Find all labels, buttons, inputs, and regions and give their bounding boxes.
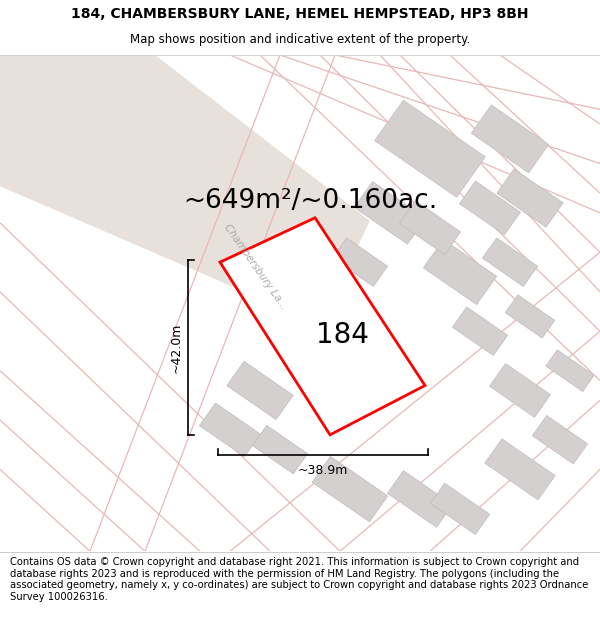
Polygon shape (485, 439, 555, 500)
Polygon shape (220, 217, 425, 435)
Polygon shape (490, 364, 551, 418)
Polygon shape (227, 361, 293, 419)
Text: 184: 184 (316, 321, 369, 349)
Polygon shape (375, 100, 485, 198)
Polygon shape (400, 201, 461, 254)
Polygon shape (312, 456, 388, 522)
Polygon shape (532, 416, 587, 464)
Polygon shape (482, 238, 538, 286)
Polygon shape (471, 105, 549, 172)
Text: ~649m²/~0.160ac.: ~649m²/~0.160ac. (183, 188, 437, 214)
Text: ~38.9m: ~38.9m (298, 464, 348, 477)
Polygon shape (0, 55, 370, 324)
Text: Map shows position and indicative extent of the property.: Map shows position and indicative extent… (130, 33, 470, 46)
Text: 184, CHAMBERSBURY LANE, HEMEL HEMPSTEAD, HP3 8BH: 184, CHAMBERSBURY LANE, HEMEL HEMPSTEAD,… (71, 7, 529, 21)
Polygon shape (253, 426, 308, 474)
Polygon shape (430, 483, 490, 534)
Polygon shape (388, 471, 452, 528)
Polygon shape (546, 350, 594, 391)
Polygon shape (497, 169, 563, 227)
Text: ~42.0m: ~42.0m (170, 322, 182, 372)
Polygon shape (332, 238, 388, 286)
Polygon shape (452, 307, 508, 356)
Polygon shape (460, 181, 521, 235)
Polygon shape (354, 181, 426, 244)
Text: Contains OS data © Crown copyright and database right 2021. This information is : Contains OS data © Crown copyright and d… (10, 558, 589, 602)
Text: Chambersbury La...: Chambersbury La... (222, 222, 288, 312)
Polygon shape (199, 403, 260, 457)
Polygon shape (424, 239, 497, 304)
Polygon shape (505, 295, 555, 338)
